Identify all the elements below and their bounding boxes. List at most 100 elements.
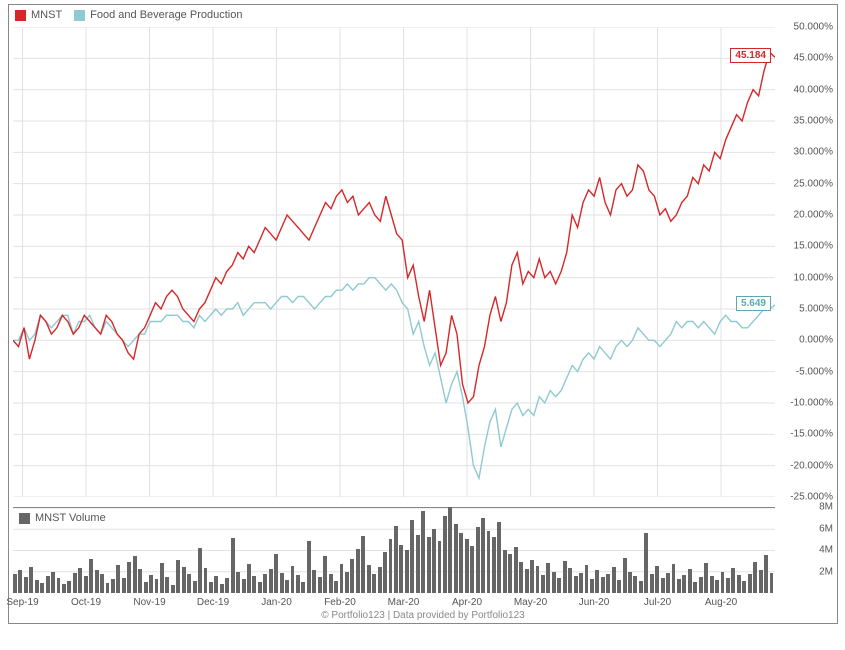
- volume-bar: [552, 572, 556, 594]
- volume-bar: [214, 576, 218, 593]
- volume-bar: [525, 569, 529, 593]
- volume-bar: [699, 577, 703, 593]
- volume-bars: [13, 508, 775, 593]
- x-tick: Apr-20: [452, 597, 482, 608]
- volume-bar: [721, 572, 725, 594]
- volume-bar: [138, 569, 142, 593]
- volume-bar: [18, 570, 22, 593]
- x-tick: Sep-19: [6, 597, 38, 608]
- volume-bar: [650, 574, 654, 593]
- volume-bar: [62, 584, 66, 593]
- volume-bar: [530, 560, 534, 593]
- volume-bar: [541, 575, 545, 593]
- volume-bar: [247, 564, 251, 593]
- footer-attribution: © Portfolio123 | Data provided by Portfo…: [9, 610, 837, 621]
- volume-bar: [285, 580, 289, 593]
- x-tick: Mar-20: [388, 597, 420, 608]
- volume-chart: MNST Volume: [13, 507, 775, 593]
- volume-bar: [476, 527, 480, 593]
- volume-bar: [301, 582, 305, 593]
- volume-bar: [519, 562, 523, 593]
- volume-bar: [606, 574, 610, 593]
- volume-y-axis: 8M6M4M2M: [775, 507, 833, 593]
- volume-bar: [78, 568, 82, 593]
- volume-bar: [454, 524, 458, 593]
- y-tick: 20.000%: [794, 210, 833, 221]
- volume-bar: [443, 516, 447, 593]
- volume-bar: [612, 567, 616, 593]
- volume-bar: [231, 538, 235, 593]
- volume-bar: [144, 582, 148, 593]
- volume-bar: [427, 537, 431, 593]
- volume-bar: [715, 580, 719, 593]
- x-tick: Nov-19: [133, 597, 165, 608]
- volume-bar: [160, 563, 164, 593]
- badge2-value: 5.649: [741, 298, 766, 309]
- volume-bar: [274, 554, 278, 593]
- endpoint-badge-series1: 45.184: [730, 48, 771, 63]
- y-tick: 10.000%: [794, 272, 833, 283]
- volume-bar: [367, 565, 371, 593]
- volume-bar: [389, 539, 393, 593]
- volume-bar: [595, 570, 599, 593]
- volume-bar: [438, 541, 442, 593]
- volume-bar: [753, 562, 757, 593]
- volume-bar: [492, 537, 496, 593]
- volume-bar: [100, 574, 104, 593]
- y-tick: 5.000%: [799, 304, 833, 315]
- badge1-value: 45.184: [735, 50, 766, 61]
- volume-bar: [497, 522, 501, 593]
- line-series: [13, 27, 775, 497]
- volume-bar: [563, 561, 567, 593]
- y-tick: -10.000%: [790, 398, 833, 409]
- volume-bar: [557, 578, 561, 593]
- volume-bar: [280, 573, 284, 593]
- y-axis-right: 50.000%45.000%40.000%35.000%30.000%25.00…: [775, 27, 833, 497]
- volume-bar: [487, 531, 491, 593]
- volume-bar: [394, 526, 398, 593]
- volume-bar: [57, 578, 61, 593]
- volume-bar: [421, 511, 425, 593]
- volume-bar: [710, 576, 714, 593]
- volume-bar: [176, 560, 180, 593]
- volume-bar: [291, 566, 295, 593]
- volume-bar: [312, 570, 316, 593]
- volume-bar: [225, 578, 229, 593]
- chart-container: MNST Food and Beverage Production 45.184…: [8, 4, 838, 624]
- volume-bar: [345, 572, 349, 594]
- volume-bar: [726, 578, 730, 593]
- volume-bar: [84, 576, 88, 593]
- volume-bar: [361, 536, 365, 593]
- volume-bar: [677, 579, 681, 593]
- volume-bar: [759, 570, 763, 593]
- x-tick: Feb-20: [324, 597, 356, 608]
- legend-series1: MNST: [15, 9, 62, 21]
- volume-bar: [633, 576, 637, 593]
- volume-bar: [236, 572, 240, 594]
- volume-bar: [198, 548, 202, 593]
- volume-bar: [704, 563, 708, 593]
- endpoint-badge-series2: 5.649: [736, 296, 771, 311]
- volume-bar: [116, 565, 120, 593]
- volume-bar: [731, 568, 735, 593]
- y-tick: -5.000%: [796, 366, 833, 377]
- legend-label-1: MNST: [31, 9, 62, 21]
- volume-bar: [356, 549, 360, 593]
- y-tick: 30.000%: [794, 147, 833, 158]
- volume-bar: [481, 518, 485, 593]
- volume-bar: [318, 577, 322, 593]
- volume-bar: [46, 576, 50, 593]
- volume-bar: [24, 577, 28, 593]
- x-tick: Dec-19: [197, 597, 229, 608]
- y-tick: -20.000%: [790, 460, 833, 471]
- volume-bar: [536, 566, 540, 593]
- vol-y-tick: 4M: [819, 545, 833, 556]
- volume-bar: [764, 555, 768, 593]
- volume-bar: [644, 533, 648, 593]
- volume-bar: [204, 568, 208, 593]
- volume-bar: [106, 583, 110, 593]
- volume-bar: [568, 568, 572, 593]
- volume-bar: [672, 564, 676, 593]
- volume-bar: [242, 579, 246, 593]
- volume-bar: [40, 583, 44, 593]
